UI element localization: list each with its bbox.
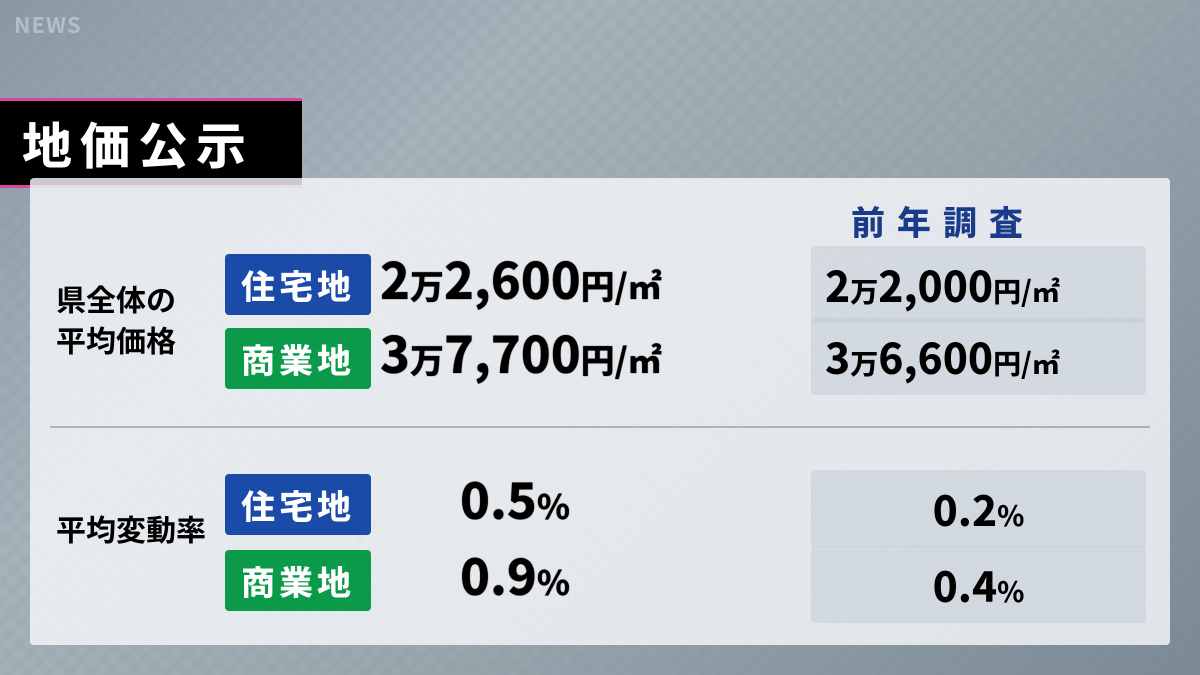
prev-year-header: 前年調査	[851, 196, 1035, 245]
title-text: 地価公示	[22, 107, 254, 179]
price-residential-prev-box: 2万2,000円/㎡	[811, 246, 1146, 323]
section-label-price: 県全体の平均価格	[56, 278, 176, 359]
section-label-rate: 平均変動率	[56, 508, 206, 549]
tag-residential-1: 住宅地	[225, 254, 371, 315]
price-commercial-current: 3万7,700円/㎡	[380, 316, 662, 388]
tag-commercial-2: 商業地	[225, 550, 371, 611]
rate-residential-current: 0.5%	[460, 462, 570, 534]
price-residential-current: 2万2,600円/㎡	[380, 242, 662, 314]
rate-commercial-prev-box: 0.4%	[811, 546, 1146, 623]
price-commercial-prev-box: 3万6,600円/㎡	[811, 318, 1146, 395]
tag-commercial-1: 商業地	[225, 328, 371, 389]
rate-commercial-current: 0.9%	[460, 538, 570, 610]
title-banner: 地価公示	[0, 98, 302, 188]
rate-residential-prev-box: 0.2%	[811, 470, 1146, 547]
tag-residential-2: 住宅地	[225, 474, 371, 535]
data-panel: 前年調査 県全体の平均価格 平均変動率 住宅地 商業地 住宅地 商業地 2万2,…	[30, 178, 1170, 645]
watermark: NEWS	[14, 8, 82, 40]
divider	[50, 426, 1150, 428]
